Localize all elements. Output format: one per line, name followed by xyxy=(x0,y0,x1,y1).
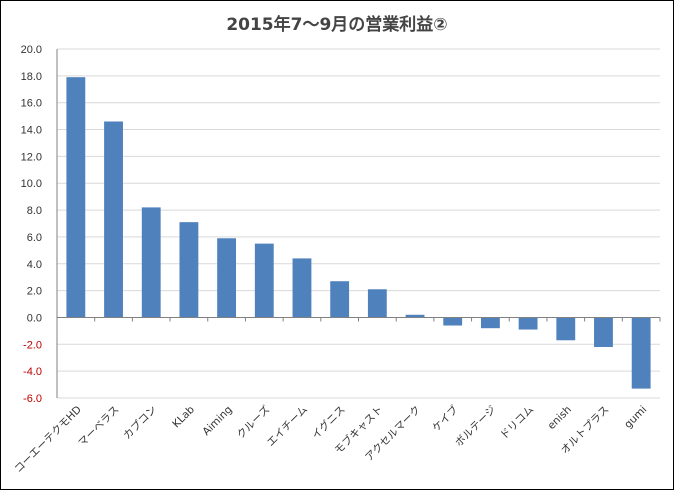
bar xyxy=(518,317,538,330)
category-label: ケイブ xyxy=(430,403,462,435)
category-label: ドリコム xyxy=(498,404,536,442)
y-tick-label: 4.0 xyxy=(27,259,42,271)
y-tick-label: 0.0 xyxy=(27,312,42,324)
y-tick-label: -2.0 xyxy=(23,339,42,351)
category-label: コーエーテクモHD xyxy=(12,404,84,476)
y-tick-label: -4.0 xyxy=(23,366,42,378)
bar xyxy=(141,207,161,318)
y-tick-label: 16.0 xyxy=(21,98,42,110)
y-tick-label: 20.0 xyxy=(21,44,42,56)
category-label: エイチーム xyxy=(265,404,310,449)
bar xyxy=(292,258,312,318)
category-label: イグニス xyxy=(309,403,348,442)
bar xyxy=(480,317,500,329)
y-tick-label: 10.0 xyxy=(21,178,42,190)
y-tick-label: 8.0 xyxy=(27,205,42,217)
bar xyxy=(367,289,387,318)
category-label: KLab xyxy=(170,403,197,430)
y-tick-label: 14.0 xyxy=(21,125,42,137)
bar xyxy=(631,317,651,389)
y-tick-label: -6.0 xyxy=(23,393,42,405)
bar xyxy=(594,317,613,347)
y-tick-label: 12.0 xyxy=(21,151,42,163)
bar xyxy=(443,317,463,326)
category-label: ボルテージ xyxy=(453,404,498,449)
category-label: enish xyxy=(545,404,573,432)
bar xyxy=(66,77,86,318)
bar xyxy=(330,281,350,318)
bar xyxy=(104,121,123,318)
bar xyxy=(217,238,237,318)
y-tick-label: 6.0 xyxy=(27,232,42,244)
category-label: マーベラス xyxy=(76,404,121,449)
y-tick-label: 2.0 xyxy=(27,286,42,298)
category-label: Aiming xyxy=(200,404,234,438)
bar xyxy=(556,317,576,341)
category-label: カプコン xyxy=(121,404,159,442)
bar xyxy=(254,243,274,318)
bar xyxy=(179,222,199,318)
chart-title: 2015年7〜9月の営業利益② xyxy=(226,15,448,35)
y-tick-label: 18.0 xyxy=(21,71,42,83)
bar xyxy=(405,314,425,318)
category-label: gumi xyxy=(622,404,649,431)
category-label: クルーズ xyxy=(234,403,272,441)
